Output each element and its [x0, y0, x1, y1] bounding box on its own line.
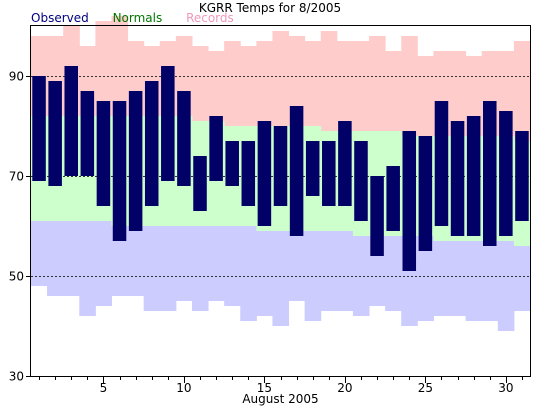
observed-bar [144, 81, 159, 206]
observed-bar [241, 141, 256, 206]
record-low-band [272, 231, 290, 326]
record-high-band [369, 36, 386, 131]
x-tick-label: 5 [100, 381, 108, 395]
record-high-band [304, 41, 322, 126]
y-tick-label: 90 [9, 70, 24, 84]
record-high-band [288, 36, 306, 126]
record-low-band [95, 221, 112, 306]
observed-bar [370, 176, 384, 256]
record-low-band [63, 221, 80, 296]
record-low-band [111, 226, 129, 296]
axes: 30 50 70 90 5 10 15 20 25 30 August 2005 [9, 70, 523, 406]
record-high-band [336, 41, 354, 131]
y-tick-label: 70 [9, 170, 24, 184]
observed-bar [64, 66, 79, 176]
record-low-band [513, 246, 531, 311]
record-low-band [159, 226, 177, 311]
record-low-band [208, 226, 225, 301]
x-tick-label: 20 [337, 381, 352, 395]
record-low-band [224, 226, 241, 306]
observed-bar [128, 91, 143, 231]
observed-bar [161, 66, 175, 181]
record-high-band [191, 46, 209, 121]
y-tick-label: 50 [9, 270, 24, 284]
observed-bar [354, 141, 368, 221]
record-low-band [465, 241, 483, 321]
record-low-band [47, 221, 64, 296]
legend: Observed Normals Records [31, 11, 254, 25]
observed-bar [225, 141, 239, 186]
record-low-band [79, 221, 96, 316]
record-low-band [191, 226, 209, 311]
observed-bar [273, 126, 288, 206]
y-tick-label: 30 [9, 370, 24, 384]
observed-bars [32, 66, 529, 271]
x-tick-label: 15 [257, 381, 272, 395]
observed-bar [322, 141, 336, 206]
observed-bar [338, 121, 352, 206]
observed-bar [499, 111, 513, 236]
record-high-band [352, 41, 370, 131]
record-low-band [336, 231, 354, 311]
record-high-band [256, 41, 273, 126]
plot-frame [30, 25, 531, 377]
observed-bar [96, 101, 111, 206]
observed-bar [305, 141, 320, 196]
observed-bar [289, 106, 304, 236]
record-high-band [208, 51, 225, 121]
observed-bar [193, 156, 207, 211]
record-low-band [320, 231, 338, 311]
record-low-band [256, 231, 273, 316]
record-high-band [385, 51, 402, 131]
record-low-band [31, 221, 48, 286]
record-low-band [352, 236, 370, 316]
x-tick-label: 10 [176, 381, 191, 395]
observed-bar [450, 121, 465, 236]
record-high-band [320, 31, 338, 131]
observed-bar [257, 121, 272, 226]
record-high-band [95, 21, 112, 116]
observed-bar [80, 91, 95, 176]
record-high-band [513, 41, 531, 141]
record-low-band [288, 231, 306, 301]
record-high-band [240, 46, 257, 126]
x-axis-label: August 2005 [242, 392, 318, 406]
legend-normals: Normals [112, 11, 163, 25]
x-tick-label: 30 [498, 381, 513, 395]
chart-title: KGRR Temps for 8/2005 [198, 1, 342, 15]
observed-bar [112, 101, 127, 241]
observed-bar [177, 91, 191, 186]
record-low-band [143, 226, 161, 311]
record-low-band [385, 236, 402, 311]
record-low-band [175, 226, 193, 301]
record-low-band [449, 241, 467, 316]
observed-bar [402, 131, 417, 271]
record-high-band [111, 16, 129, 116]
record-low-band [481, 241, 499, 321]
observed-bar [418, 136, 433, 251]
observed-bar [386, 166, 400, 231]
observed-bar [48, 81, 62, 186]
record-high-band [449, 51, 467, 136]
observed-bar [434, 101, 449, 226]
record-high-band [401, 36, 418, 136]
x-tick-label: 25 [418, 381, 433, 395]
record-low-band [240, 226, 257, 321]
legend-records: Records [186, 11, 234, 25]
record-low-band [497, 241, 515, 331]
record-high-band [224, 41, 241, 126]
observed-bar [209, 116, 223, 181]
record-low-band [417, 236, 434, 321]
record-low-band [433, 241, 451, 316]
observed-bar [515, 131, 529, 221]
record-high-band [272, 31, 290, 126]
record-high-band [417, 56, 434, 136]
legend-observed: Observed [31, 11, 89, 25]
observed-bar [466, 116, 481, 236]
observed-bar [482, 101, 497, 246]
observed-bar [32, 76, 46, 181]
record-low-band [127, 226, 145, 296]
